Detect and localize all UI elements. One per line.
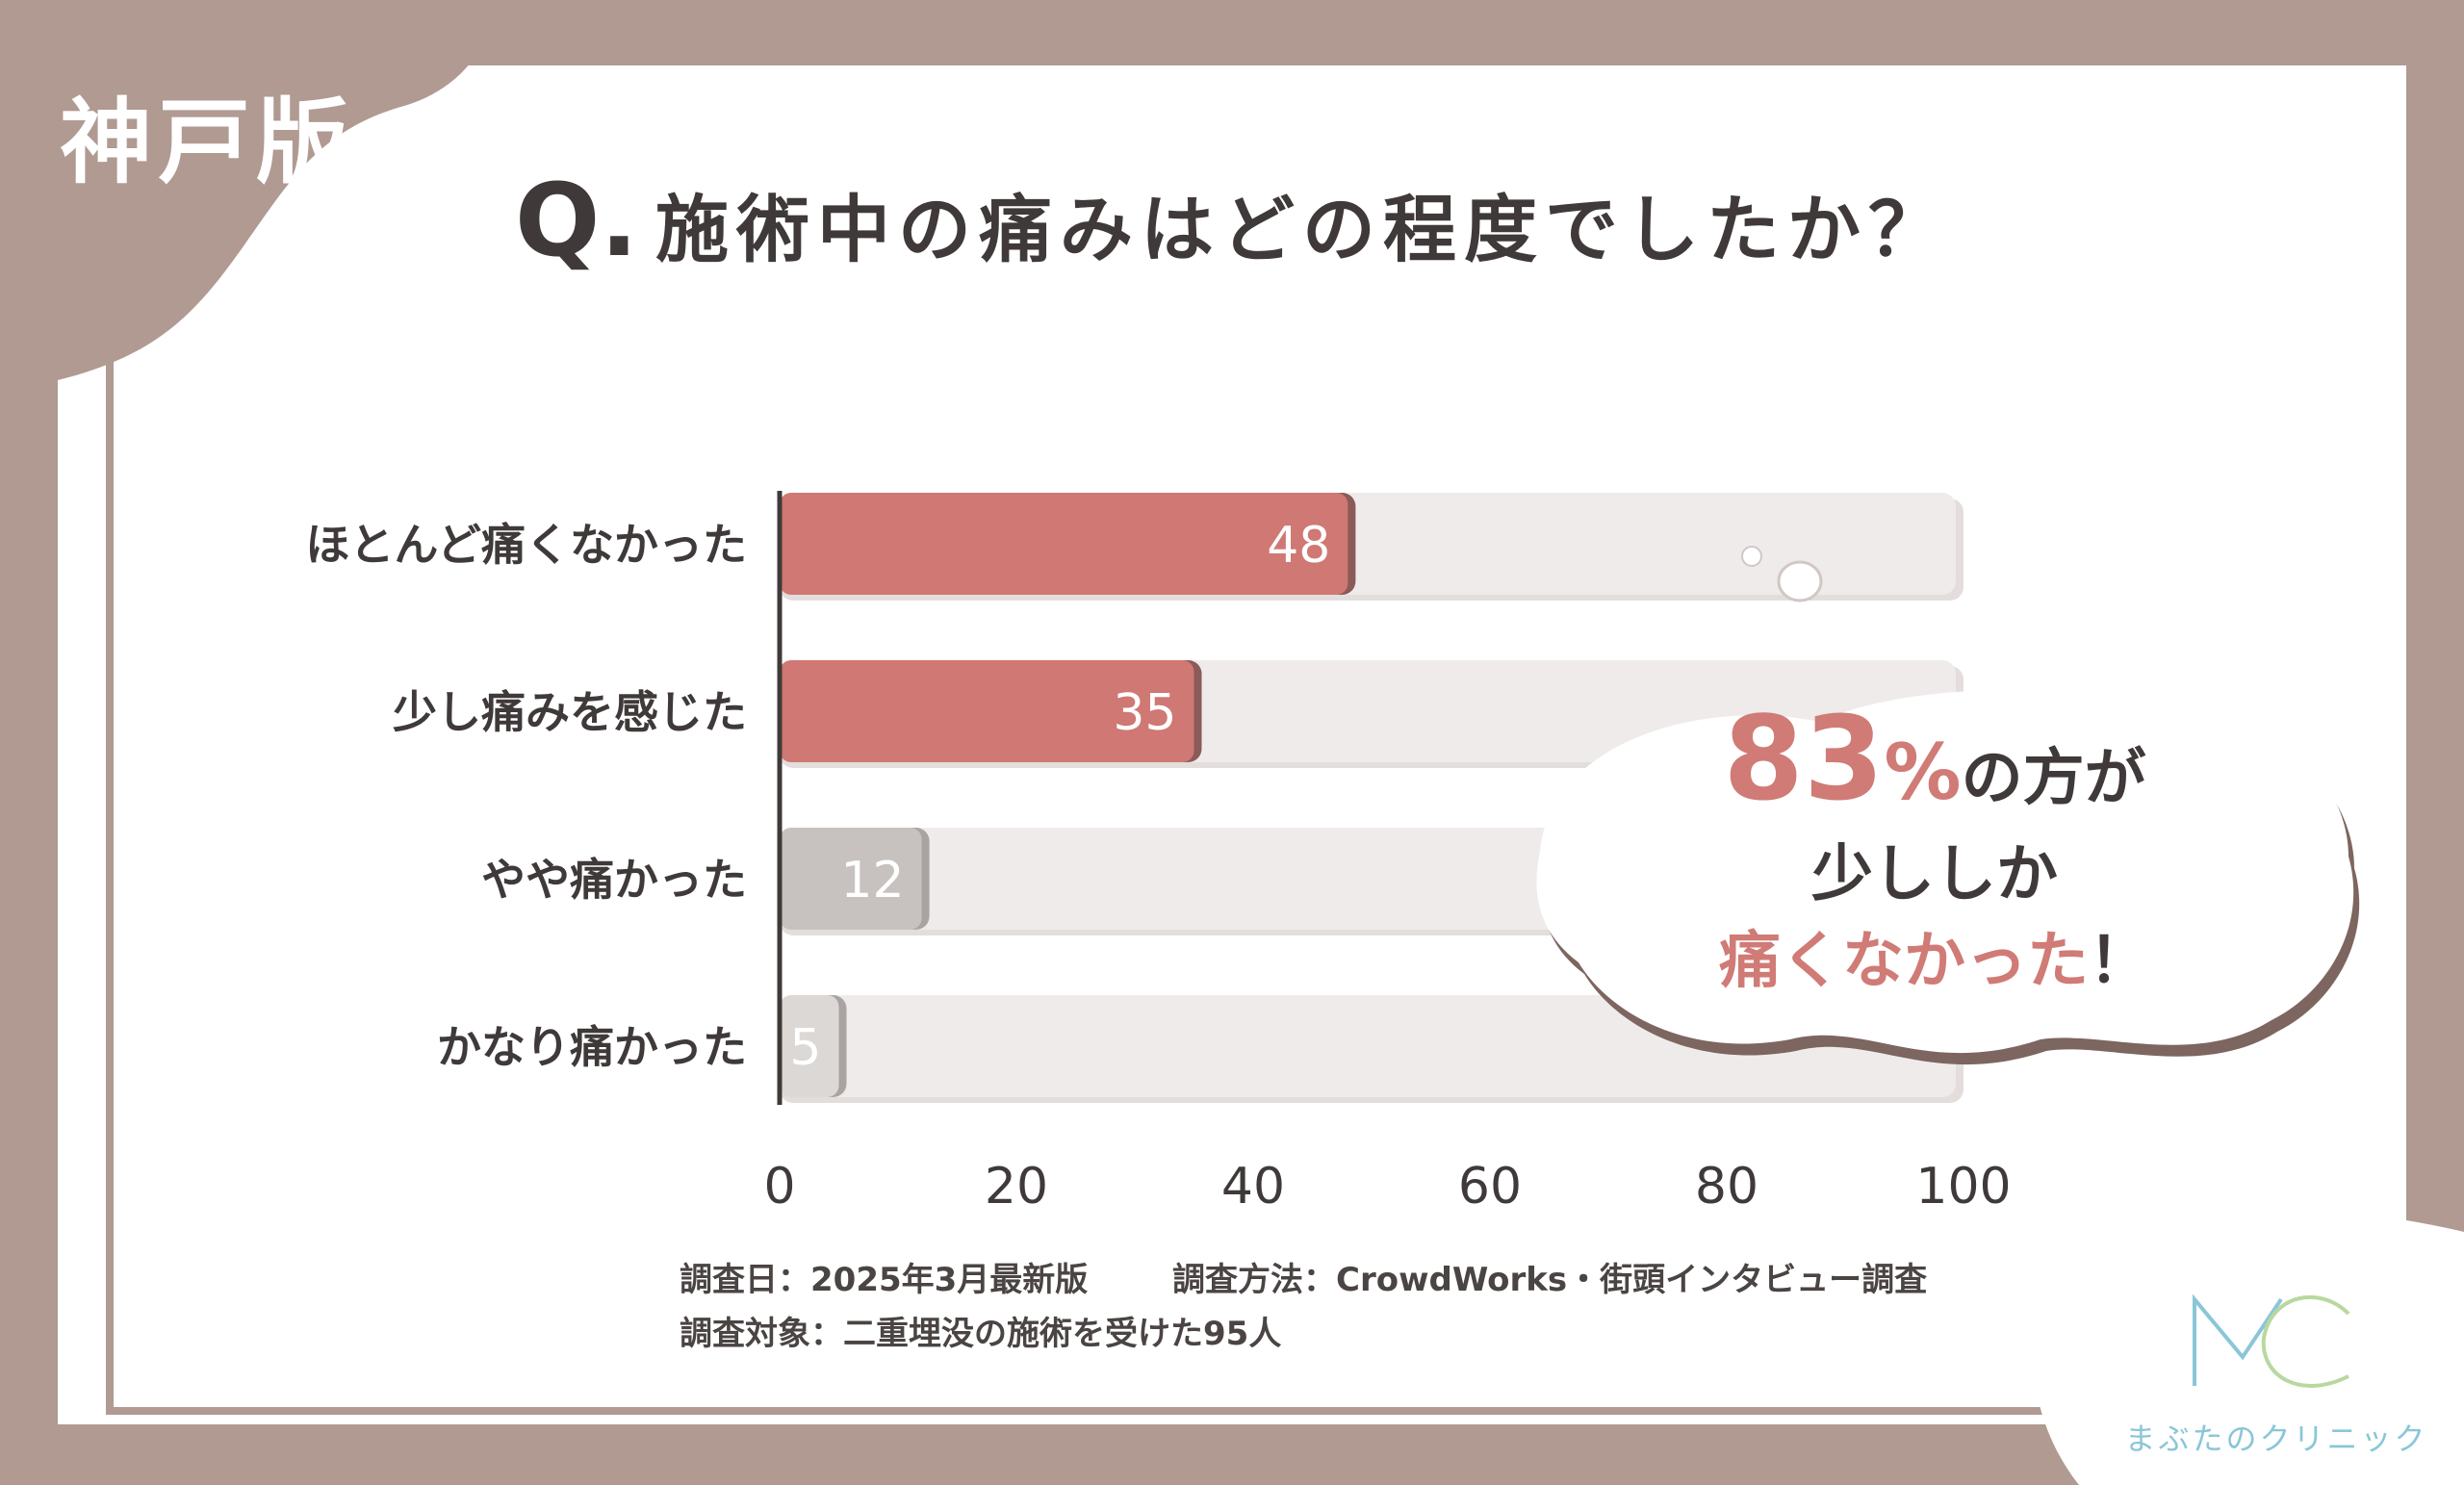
callout-line-3-highlight: 痛くなかった (1719, 926, 2089, 997)
callout-percent-sign: % (1884, 728, 1962, 817)
bar-value-label: 5 (789, 1019, 821, 1077)
callout-line-3-end: ！ (2089, 926, 2150, 997)
bar (780, 995, 839, 1097)
x-tick-label: 40 (1221, 1158, 1285, 1216)
question-text: 施術中の痛みはどの程度でしたか？ (654, 187, 1949, 272)
callout-line-3: 痛くなかった！ (1559, 918, 2310, 1005)
droplet-decoration (1741, 546, 1762, 567)
callout-text: 83%の方が 少ししか 痛くなかった！ (1559, 703, 2310, 1005)
clinic-logo-area (2033, 1209, 2464, 1485)
survey-date: 調査日：2025年3月最新版 (680, 1261, 1089, 1299)
x-tick-label: 20 (985, 1158, 1048, 1216)
bar (780, 493, 1348, 595)
x-tick-label: 0 (763, 1158, 795, 1216)
callout-line-1-suffix: の方が (1961, 743, 2146, 814)
bar-value-label: 35 (1113, 684, 1176, 742)
category-label: ほとんど痛くなかった (305, 519, 747, 571)
mc-logo-icon (2193, 1293, 2350, 1388)
region-badge-shape (0, 0, 500, 390)
category-label: かなり痛かった (437, 1021, 747, 1073)
callout-line-2: 少ししか (1811, 839, 2058, 910)
x-tick-label: 60 (1458, 1158, 1522, 1216)
bar-value-label: 48 (1267, 517, 1330, 575)
category-label: やや痛かった (481, 854, 747, 906)
bar (780, 828, 922, 930)
callout-line-1: 83%の方が (1559, 703, 2310, 822)
callout-bubble (1536, 689, 2360, 1065)
question-title: Q. 施術中の痛みはどの程度でしたか？ (0, 162, 2464, 279)
survey-method: 調査方法：CrowdWorks・街頭インタビュー調査 (1172, 1261, 1928, 1299)
category-label: 少し痛みを感じた (393, 686, 747, 738)
question-prefix: Q. (515, 162, 638, 279)
x-tick-label: 80 (1695, 1158, 1758, 1216)
survey-target: 調査対象：二重埋没の施術を受けた95人 (680, 1315, 1282, 1353)
callout-percent: 83 (1723, 693, 1885, 827)
bar-value-label: 12 (840, 852, 904, 909)
droplet-decoration (1777, 560, 1823, 602)
region-label: 神戸版 (60, 89, 354, 196)
x-tick-label: 100 (1915, 1158, 2011, 1216)
bar (780, 660, 1194, 762)
clinic-name: まぶたのクリニック (2124, 1421, 2428, 1457)
